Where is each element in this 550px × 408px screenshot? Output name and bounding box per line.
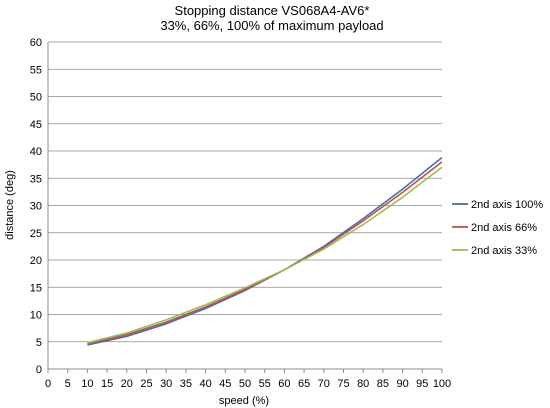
- series-lines: [87, 156, 443, 346]
- y-tick-label: 5: [36, 337, 42, 349]
- y-axis-label: distance (deg): [4, 170, 16, 240]
- x-tick-label: 65: [298, 378, 310, 390]
- y-tick-label: 10: [30, 310, 42, 322]
- x-tick-label: 5: [65, 378, 71, 390]
- y-tick-label: 40: [30, 146, 42, 158]
- legend-label: 2nd axis 66%: [471, 222, 537, 234]
- x-tick-label: 75: [337, 378, 349, 390]
- x-tick-label: 45: [219, 378, 231, 390]
- x-tick-label: 70: [318, 378, 330, 390]
- x-tick-label: 80: [357, 378, 369, 390]
- series-line-3: [87, 166, 443, 344]
- legend-label: 2nd axis 100%: [471, 199, 543, 211]
- y-tick-label: 60: [30, 37, 42, 49]
- y-tick-label: 0: [36, 364, 42, 376]
- x-tick-label: 30: [160, 378, 172, 390]
- x-tick-label: 90: [396, 378, 408, 390]
- x-tick-label: 40: [199, 378, 211, 390]
- x-tick-label: 55: [259, 378, 271, 390]
- y-tick-label: 35: [30, 173, 42, 185]
- y-tick-label: 20: [30, 255, 42, 267]
- x-axis-label: speed (%): [219, 395, 269, 407]
- axes: [47, 42, 443, 373]
- chart-subtitle: 33%, 66%, 100% of maximum payload: [160, 18, 383, 33]
- y-tick-label: 30: [30, 201, 42, 213]
- series-line-2: [87, 161, 443, 345]
- x-tick-label: 10: [81, 378, 93, 390]
- x-tick-label: 20: [121, 378, 133, 390]
- y-tick-label: 55: [30, 64, 42, 76]
- x-tick-label: 95: [416, 378, 428, 390]
- legend-label: 2nd axis 33%: [471, 245, 537, 257]
- y-tick-label: 50: [30, 92, 42, 104]
- x-tick-label: 0: [45, 378, 51, 390]
- y-tick-labels: 0 5 10 15 20 25 30 35 40 45 50 55 60: [30, 37, 42, 376]
- chart-title: Stopping distance VS068A4-AV6*: [175, 3, 370, 18]
- x-tick-label: 35: [180, 378, 192, 390]
- x-tick-labels: 0 5 10 15 20 25 30 35 40 45 50 55 60 65 70 75 80 85 90 95 10…: [45, 378, 451, 390]
- x-tick-label: 50: [239, 378, 251, 390]
- y-tick-label: 15: [30, 282, 42, 294]
- y-tick-label: 25: [30, 228, 42, 240]
- x-tick-label: 85: [377, 378, 389, 390]
- x-tick-label: 100: [433, 378, 451, 390]
- x-tick-label: 15: [101, 378, 113, 390]
- x-tick-label: 60: [278, 378, 290, 390]
- legend: 2nd axis 100% 2nd axis 66% 2nd axis 33%: [452, 199, 543, 257]
- y-tick-label: 45: [30, 119, 42, 131]
- gridlines: [48, 41, 442, 343]
- series-line-1: [87, 156, 443, 346]
- x-tick-label: 25: [140, 378, 152, 390]
